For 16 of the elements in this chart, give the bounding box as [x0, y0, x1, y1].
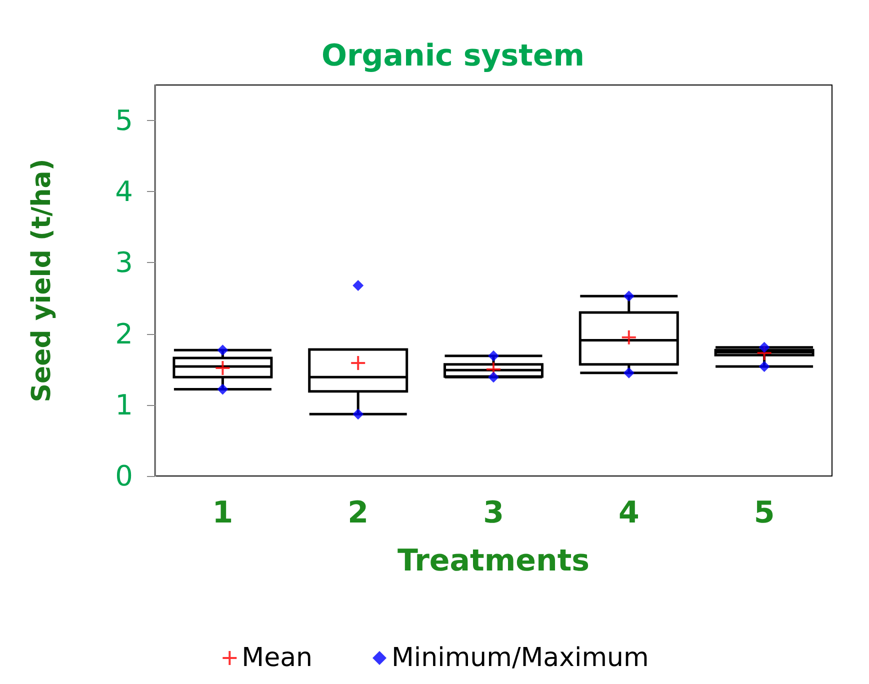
x-tick-label: 1	[212, 496, 234, 530]
y-tick-label: 2	[115, 317, 133, 350]
y-tick-label: 3	[115, 246, 133, 280]
legend-label: Mean	[242, 643, 312, 673]
x-tick-label: 2	[348, 496, 369, 530]
y-tick-label: 1	[115, 388, 133, 422]
y-tick-label: 5	[115, 104, 133, 138]
x-tick-label: 5	[754, 496, 775, 530]
y-tick-label: 0	[115, 460, 133, 492]
y-tick-label: 4	[115, 175, 133, 208]
chart-title: Organic system	[321, 38, 585, 74]
x-tick-label: 3	[483, 496, 504, 530]
x-axis-title: Treatments	[397, 544, 590, 578]
y-axis-title: Seed yield (t/ha)	[27, 158, 57, 402]
legend-label: Minimum/Maximum	[391, 643, 649, 673]
x-tick-label: 4	[618, 496, 640, 530]
